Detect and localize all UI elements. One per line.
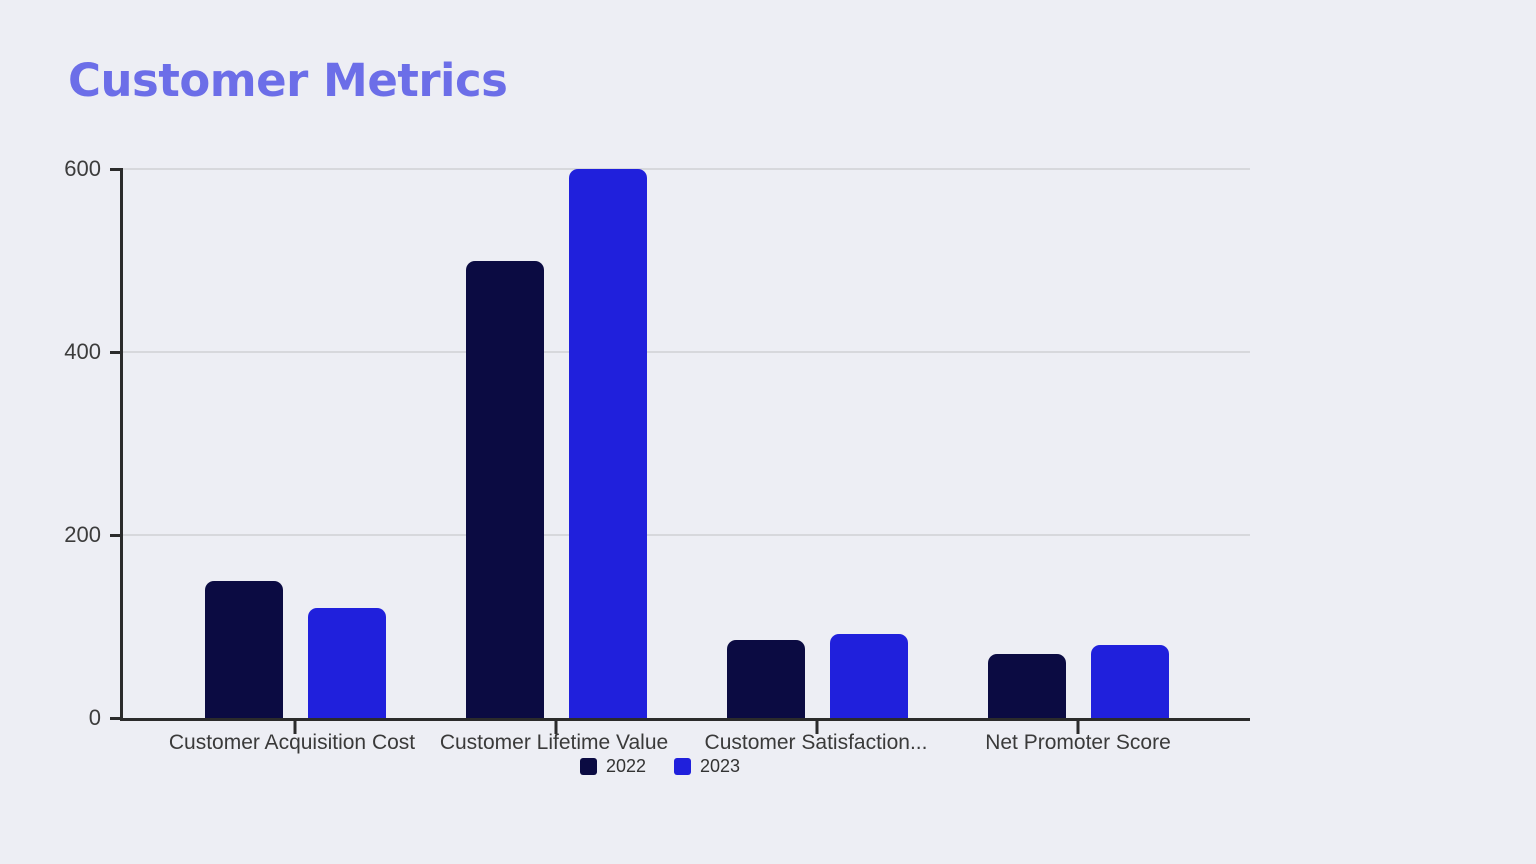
bar-group — [687, 169, 947, 734]
bar-group — [426, 169, 686, 734]
x-axis-tick — [1076, 721, 1080, 734]
bar-2022 — [204, 580, 283, 718]
legend-swatch — [579, 758, 597, 775]
y-axis-tick — [110, 534, 123, 537]
legend-swatch — [674, 758, 691, 775]
y-axis-tick — [110, 168, 123, 171]
x-axis-category-label: Customer Lifetime Value — [439, 731, 669, 754]
bar-2023 — [1090, 644, 1169, 718]
x-axis-category-label: Customer Satisfaction... — [704, 731, 928, 754]
gridline — [123, 168, 1250, 170]
bar-2022 — [987, 653, 1066, 718]
bar-2023 — [568, 169, 647, 718]
legend: 2022 2023 — [120, 756, 1200, 777]
x-axis-category-label: Net Promoter Score — [985, 731, 1171, 754]
chart-title: Customer Metrics — [68, 54, 508, 107]
x-axis-tick — [293, 721, 297, 734]
y-axis-tick-label: 200 — [64, 522, 101, 547]
legend-item: 2022 — [579, 756, 646, 777]
gridline — [123, 350, 1250, 353]
bar-2022 — [465, 260, 544, 718]
legend-label: 2022 — [605, 756, 646, 776]
x-axis-labels: Customer Acquisition Cost Customer Lifeti… — [120, 731, 1250, 755]
y-axis-tick — [110, 351, 123, 354]
bar-2023 — [829, 633, 908, 718]
x-axis-tick — [815, 721, 819, 734]
gridline — [123, 533, 1250, 536]
bar-group — [165, 169, 425, 734]
y-axis-tick-label: 0 — [88, 705, 101, 730]
bars — [123, 169, 1250, 734]
bar-group — [948, 169, 1208, 734]
y-axis-tick-label: 600 — [64, 156, 101, 181]
y-axis-tick — [110, 717, 123, 720]
x-axis-tick — [554, 721, 558, 734]
plot-area: 0 200 400 600 — [64, 156, 1250, 734]
bar-2022 — [726, 640, 805, 718]
legend-label: 2023 — [700, 756, 741, 776]
legend-item: 2023 — [674, 756, 740, 777]
bar-2023 — [307, 608, 386, 718]
y-axis-tick-label: 400 — [64, 339, 101, 364]
x-axis-category-label: Customer Acquisition Cost — [168, 731, 416, 754]
